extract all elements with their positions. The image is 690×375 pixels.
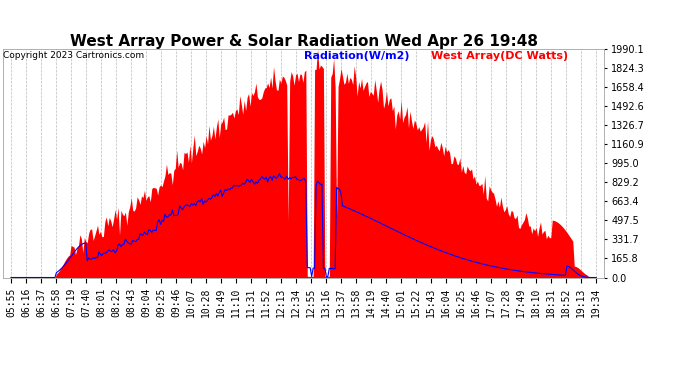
Text: West Array(DC Watts): West Array(DC Watts)	[431, 51, 569, 61]
Text: Radiation(W/m2): Radiation(W/m2)	[304, 51, 409, 61]
Text: Copyright 2023 Cartronics.com: Copyright 2023 Cartronics.com	[3, 51, 145, 60]
Title: West Array Power & Solar Radiation Wed Apr 26 19:48: West Array Power & Solar Radiation Wed A…	[70, 34, 538, 49]
